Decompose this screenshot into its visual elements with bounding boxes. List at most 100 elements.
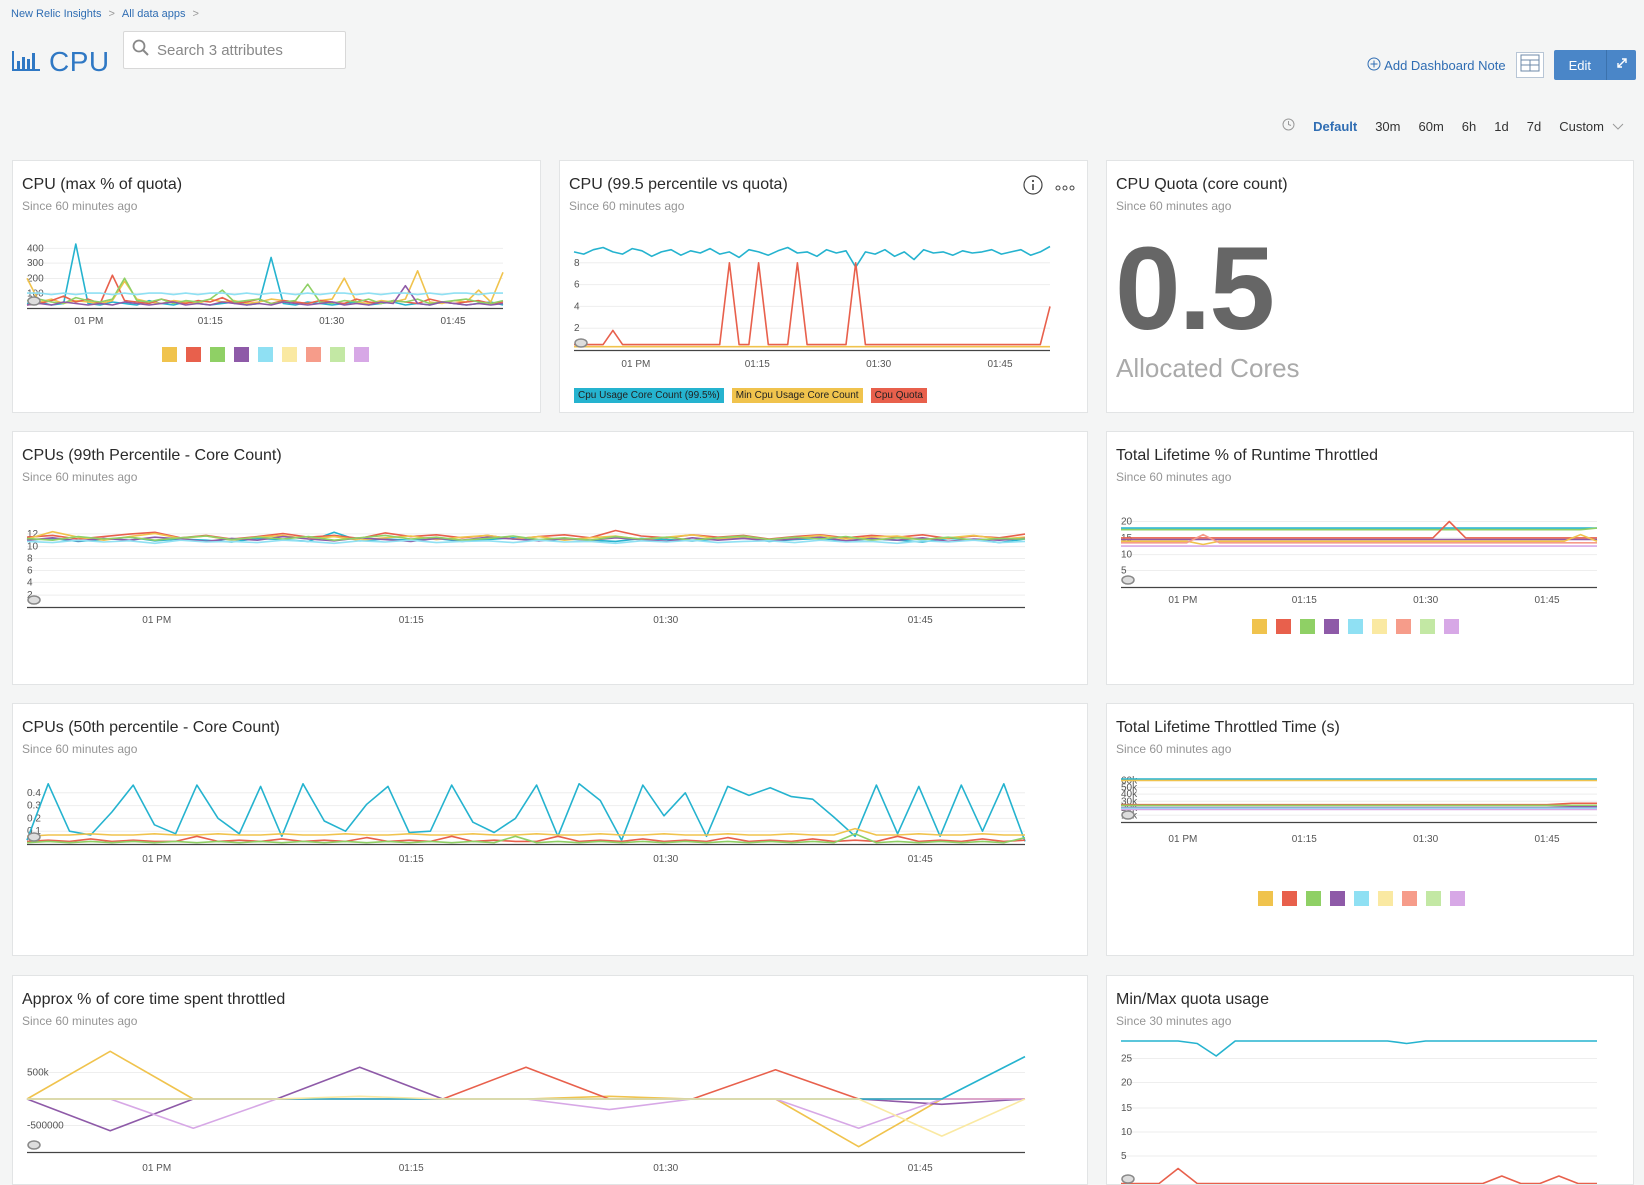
- x-tick-label: 01:15: [1292, 595, 1317, 606]
- legend-swatch[interactable]: [354, 347, 369, 362]
- legend-swatch[interactable]: [1306, 891, 1321, 906]
- line-chart: 500k -500000 01 PM 01:15 01:30 01:45: [26, 1050, 1026, 1174]
- widget-subtitle: Since 30 minutes ago: [1116, 1014, 1232, 1028]
- bar-chart-icon: [11, 47, 41, 78]
- series-line: [27, 1066, 1025, 1100]
- zoom-handle: [1121, 810, 1135, 820]
- legend-swatch[interactable]: [1372, 619, 1387, 634]
- breadcrumb-link-data-apps[interactable]: All data apps: [121, 8, 186, 20]
- info-icon[interactable]: [1023, 175, 1043, 200]
- legend-swatch[interactable]: [210, 347, 225, 362]
- series-line: [26, 835, 1026, 843]
- series-line: [573, 245, 1051, 268]
- series-line: [1121, 802, 1597, 806]
- more-options-icon[interactable]: [1055, 179, 1075, 197]
- widget-subtitle: Since 60 minutes ago: [22, 199, 138, 213]
- x-tick-label: 01:30: [653, 615, 678, 626]
- edit-button[interactable]: Edit: [1553, 50, 1606, 80]
- y-tick-label: 12: [27, 529, 39, 540]
- time-option-1d[interactable]: 1d: [1494, 118, 1509, 134]
- x-tick-label: 01:15: [399, 1163, 424, 1174]
- y-tick-label: 0.1: [27, 826, 41, 837]
- legend-swatch[interactable]: [330, 347, 345, 362]
- x-tick-label: 01 PM: [74, 316, 103, 327]
- widget-cpus-50th-percentile[interactable]: CPUs (50th percentile - Core Count) Sinc…: [12, 703, 1088, 956]
- x-tick-label: 01:45: [908, 854, 933, 865]
- legend-swatch[interactable]: [1258, 891, 1273, 906]
- time-option-custom[interactable]: Custom: [1559, 119, 1624, 134]
- legend-swatch[interactable]: [1354, 891, 1369, 906]
- breadcrumb: New Relic Insights > All data apps >: [11, 8, 206, 20]
- y-tick-label: 5: [1121, 1151, 1127, 1162]
- x-tick-label: 01:15: [745, 359, 770, 370]
- breadcrumb-link-insights[interactable]: New Relic Insights: [11, 8, 102, 20]
- legend-swatch[interactable]: [186, 347, 201, 362]
- series-line: [1121, 806, 1597, 809]
- add-dashboard-note-button[interactable]: Add Dashboard Note: [1367, 57, 1506, 74]
- legend-item-usage[interactable]: Cpu Usage Core Count (99.5%): [574, 388, 724, 403]
- legend-swatch[interactable]: [1444, 619, 1459, 634]
- legend-swatch[interactable]: [1324, 619, 1339, 634]
- widget-cpus-99th-percentile[interactable]: CPUs (99th Percentile - Core Count) Sinc…: [12, 431, 1088, 685]
- legend-swatch[interactable]: [1282, 891, 1297, 906]
- legend-swatch[interactable]: [306, 347, 321, 362]
- widget-cpu-max-quota[interactable]: CPU (max % of quota) Since 60 minutes ag…: [12, 160, 541, 413]
- legend-swatch[interactable]: [1402, 891, 1417, 906]
- time-option-7d[interactable]: 7d: [1526, 118, 1542, 134]
- widget-throttled-time[interactable]: Total Lifetime Throttled Time (s) Since …: [1106, 703, 1634, 956]
- y-tick-label: 300: [27, 258, 44, 269]
- y-tick-label: 400: [27, 243, 44, 254]
- breadcrumb-separator: >: [108, 8, 115, 20]
- widget-cpu-percentile-vs-quota[interactable]: CPU (99.5 percentile vs quota) Since 60 …: [559, 160, 1088, 413]
- y-tick-label: 50k: [1121, 782, 1138, 793]
- legend-swatch[interactable]: [162, 347, 177, 362]
- grid-layout-icon: [1520, 54, 1540, 77]
- x-tick-label: 01:15: [198, 316, 223, 327]
- legend-swatch[interactable]: [1450, 891, 1465, 906]
- attribute-search[interactable]: [123, 31, 346, 69]
- y-tick-label: 10: [1121, 1127, 1133, 1138]
- widget-cpu-quota-billboard[interactable]: CPU Quota (core count) Since 60 minutes …: [1106, 160, 1634, 413]
- widget-min-max-quota[interactable]: Min/Max quota usage Since 30 minutes ago…: [1106, 975, 1634, 1185]
- time-option-default[interactable]: Default: [1313, 118, 1358, 134]
- widget-subtitle: Since 60 minutes ago: [22, 742, 138, 756]
- x-tick-label: 01 PM: [621, 359, 650, 370]
- legend-swatch[interactable]: [1276, 619, 1291, 634]
- legend-swatch[interactable]: [1420, 619, 1435, 634]
- y-tick-label: 8: [574, 258, 580, 269]
- billboard-label: Allocated Cores: [1116, 353, 1300, 383]
- legend-swatch[interactable]: [1396, 619, 1411, 634]
- legend-swatch[interactable]: [1252, 619, 1267, 634]
- series-line: [26, 539, 1026, 545]
- legend-swatch[interactable]: [1426, 891, 1441, 906]
- y-tick-label: 0.4: [27, 788, 41, 799]
- layout-toggle-button[interactable]: [1515, 52, 1544, 78]
- legend-item-min-usage[interactable]: Min Cpu Usage Core Count: [731, 388, 863, 403]
- legend: [1258, 891, 1465, 906]
- legend: [1252, 619, 1459, 634]
- legend-swatch[interactable]: [1348, 619, 1363, 634]
- time-option-60m[interactable]: 60m: [1418, 118, 1444, 134]
- legend-swatch[interactable]: [258, 347, 273, 362]
- legend-item-quota[interactable]: Cpu Quota: [870, 388, 927, 403]
- search-input[interactable]: [157, 41, 337, 59]
- fullscreen-button[interactable]: [1606, 50, 1636, 80]
- widget-core-time-throttled[interactable]: Approx % of core time spent throttled Si…: [12, 975, 1088, 1185]
- legend-swatch[interactable]: [1330, 891, 1345, 906]
- x-tick-label: 01:30: [1413, 595, 1438, 606]
- zoom-handle: [1121, 575, 1135, 585]
- legend-swatch[interactable]: [282, 347, 297, 362]
- legend-swatch[interactable]: [234, 347, 249, 362]
- time-option-6h[interactable]: 6h: [1461, 118, 1477, 134]
- widget-runtime-throttled[interactable]: Total Lifetime % of Runtime Throttled Si…: [1106, 431, 1634, 685]
- billboard-value: 0.5: [1115, 223, 1275, 355]
- series-line: [26, 833, 1026, 844]
- x-tick-label: 01:15: [399, 854, 424, 865]
- legend: [162, 347, 369, 362]
- legend-swatch[interactable]: [1378, 891, 1393, 906]
- dashboard-toolbar: Add Dashboard Note Edit: [1367, 50, 1636, 80]
- time-option-30m[interactable]: 30m: [1375, 118, 1401, 134]
- legend-swatch[interactable]: [1300, 619, 1315, 634]
